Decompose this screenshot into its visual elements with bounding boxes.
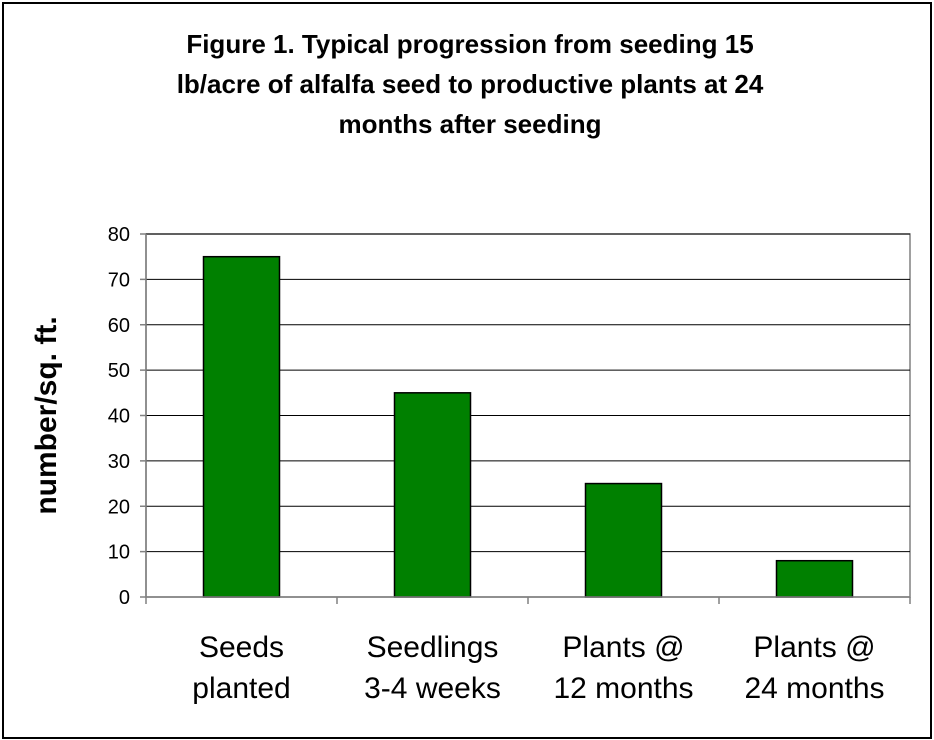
y-tick-label: 70 (108, 269, 130, 291)
y-tick-label: 10 (108, 542, 130, 564)
bar (584, 482, 663, 598)
bar (775, 559, 854, 598)
bar (393, 392, 472, 598)
axis-labels: 0 10 20 30 40 50 60 70 80 Seeds planted Seedlings 3-… (30, 224, 885, 705)
y-tick-label: 80 (108, 224, 130, 246)
y-axis-title: number/sq. ft. (30, 316, 63, 514)
chart-title: Figure 1. Typical progression from seedi… (176, 29, 764, 139)
x-category-label: Seedlings 3-4 weeks (364, 631, 501, 705)
y-tick-label: 0 (119, 587, 130, 609)
axes (140, 233, 911, 604)
y-tick-label: 50 (108, 360, 130, 382)
bars (202, 255, 854, 598)
y-tick-label: 30 (108, 451, 130, 473)
y-tick-label: 60 (108, 315, 130, 337)
y-tick-label: 20 (108, 496, 130, 518)
bar (202, 255, 281, 598)
x-category-label: Plants @24 months (744, 631, 884, 705)
x-category-label: Plants @12 months (553, 631, 693, 705)
x-category-label: Seeds planted (192, 631, 290, 705)
y-tick-label: 40 (108, 406, 130, 428)
